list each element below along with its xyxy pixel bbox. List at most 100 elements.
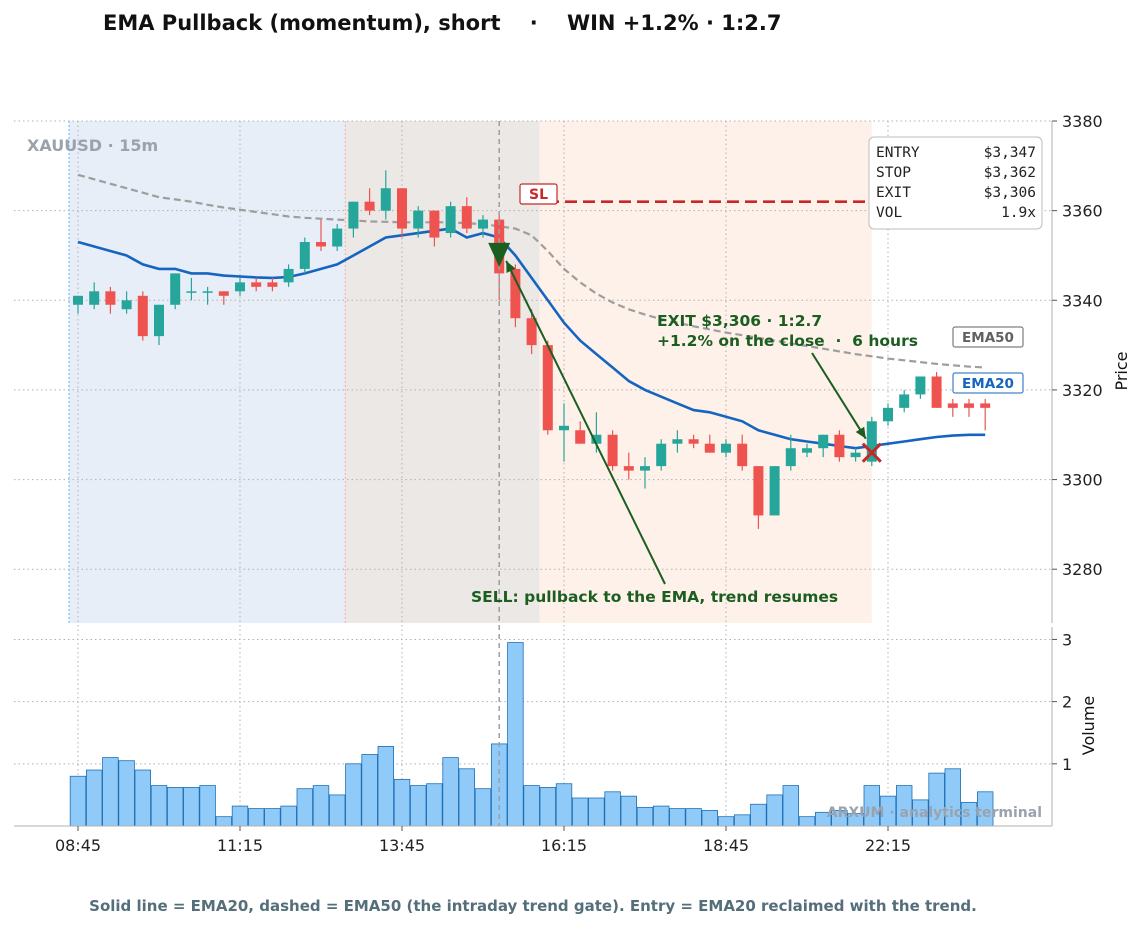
volume-tick-label: 1 — [1062, 755, 1072, 774]
candle-body — [769, 466, 780, 516]
exit-annotation-line1: EXIT $3,306 · 1:2.7 — [657, 312, 822, 330]
candle — [380, 170, 391, 220]
zone-pullback — [345, 121, 540, 623]
candle-body — [704, 443, 715, 453]
candle-body — [121, 300, 132, 310]
candle — [640, 457, 650, 489]
ema50-tag-label: EMA50 — [962, 330, 1014, 346]
candle-body — [413, 210, 424, 229]
exit-marker — [861, 442, 882, 463]
candle-body — [316, 242, 326, 247]
candle — [413, 206, 424, 238]
stop-loss-label: SL — [529, 187, 548, 203]
candle-body — [283, 268, 294, 283]
candle-body — [299, 242, 310, 269]
ema20-tag-label: EMA20 — [962, 376, 1014, 392]
candle-body — [591, 434, 602, 444]
candle — [915, 376, 926, 399]
candle — [737, 434, 748, 471]
info-vol-value: 1.9x — [1001, 205, 1036, 221]
info-exit-label: EXIT — [876, 185, 911, 201]
candle-body — [332, 228, 343, 247]
candle — [121, 291, 132, 314]
volume-bar — [458, 768, 476, 827]
volume-bar — [102, 757, 119, 827]
candle-body — [883, 407, 893, 422]
candle — [623, 452, 634, 480]
volume-bar — [669, 808, 686, 827]
ema50-line — [77, 173, 986, 369]
zone-trade — [539, 121, 872, 623]
volume-bar — [588, 797, 605, 827]
candle-body — [785, 448, 796, 467]
candle — [348, 201, 359, 238]
volume-bar — [653, 805, 670, 827]
volume-bar — [426, 783, 443, 827]
candlestick-series — [73, 170, 991, 529]
candle-body — [251, 282, 262, 287]
volume-bar — [280, 805, 297, 827]
candle — [785, 434, 796, 471]
volume-bar — [345, 763, 362, 827]
price-axis-title: Price — [1112, 351, 1131, 390]
candle — [154, 304, 164, 346]
info-stop-value: $3,362 — [984, 165, 1036, 181]
candle — [283, 264, 294, 287]
volume-bar — [231, 805, 249, 827]
candle — [364, 188, 375, 216]
candle-body — [964, 403, 974, 408]
entry-annotation: SELL: pullback to the EMA, trend resumes — [471, 588, 838, 606]
candle — [397, 188, 407, 238]
candle-body — [137, 295, 148, 337]
candle — [931, 372, 942, 408]
volume-bar — [572, 797, 589, 827]
volume-bar — [328, 794, 346, 827]
candle — [607, 430, 618, 471]
candle — [964, 398, 974, 417]
candle-body — [445, 206, 456, 234]
volume-bar — [183, 787, 200, 827]
candle — [170, 273, 181, 310]
candle — [73, 295, 83, 314]
exit-annotation-line2: +1.2% on the close · 6 hours — [657, 332, 918, 350]
candle — [235, 277, 245, 296]
candle-body — [542, 345, 553, 431]
candle — [818, 434, 829, 458]
candle-body — [380, 188, 391, 211]
candle — [186, 277, 197, 301]
candle-body — [672, 439, 683, 444]
candle-body — [899, 394, 910, 408]
axes: 3280 3300 3320 3340 3360 3380 1 2 3 08:45 11:15 13:… — [14, 112, 1131, 855]
entry-arrow-head — [506, 260, 516, 273]
volume-bar — [215, 816, 233, 827]
candle-body — [235, 282, 245, 292]
price-tick-label: 3360 — [1062, 202, 1103, 221]
info-entry-value: $3,347 — [984, 145, 1036, 161]
candle-body — [640, 466, 650, 471]
candle — [332, 224, 343, 251]
candle — [899, 389, 910, 413]
candle — [559, 403, 569, 462]
volume-bar — [264, 808, 281, 827]
volume-bar — [539, 787, 557, 827]
entry-marker — [488, 242, 511, 267]
candle — [267, 277, 278, 292]
candle-body — [931, 376, 942, 408]
candle — [526, 309, 537, 355]
candle-body — [559, 425, 569, 431]
candle-body — [737, 443, 748, 467]
info-entry-label: ENTRY — [876, 145, 920, 161]
time-tick-label: 22:15 — [865, 836, 911, 855]
ema-lines — [77, 173, 986, 450]
trade-info-box: ENTRY $3,347 STOP $3,362 EXIT $3,306 VOL… — [868, 136, 1043, 230]
candle-body — [656, 443, 667, 467]
candle — [850, 448, 861, 462]
exit-arrow-head — [855, 426, 866, 439]
candle — [753, 466, 764, 529]
info-stop-label: STOP — [876, 165, 911, 181]
volume-bar — [604, 791, 621, 827]
candle — [461, 197, 472, 234]
chart-title: EMA Pullback (momentum), short · WIN +1.… — [103, 11, 781, 35]
candle-body — [267, 282, 278, 287]
